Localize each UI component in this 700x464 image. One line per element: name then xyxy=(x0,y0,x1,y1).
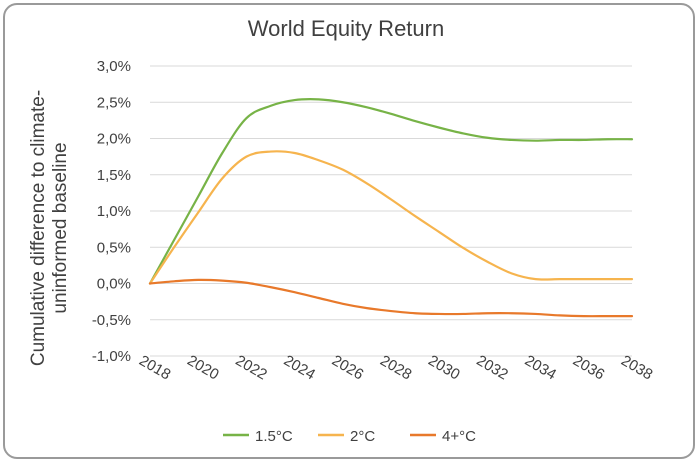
series-line xyxy=(148,278,634,318)
y-axis-label-line-1: Cumulative difference to climate- xyxy=(28,90,49,366)
legend-label: 2°C xyxy=(350,428,375,445)
y-tick-label: 1,0% xyxy=(97,203,131,220)
legend-label: 4+°C xyxy=(442,428,476,445)
x-tick-label: 2028 xyxy=(377,352,414,383)
y-tick-label: 2,5% xyxy=(97,94,131,111)
x-tick-label: 2032 xyxy=(473,352,510,383)
x-tick-label: 2024 xyxy=(281,352,318,383)
y-tick-label: -0,5% xyxy=(92,312,131,329)
series-line xyxy=(148,98,634,285)
x-tick-label: 2036 xyxy=(570,352,607,383)
x-tick-label: 2018 xyxy=(136,352,173,383)
y-axis-ticks: -1,0% -0,5% 0,0% 0,5% 1,0% 1,5% 2,0% 2,5% 3,0% xyxy=(92,58,131,365)
x-tick-label: 2030 xyxy=(425,352,462,383)
y-tick-label: -1,0% xyxy=(92,348,131,365)
chart-frame xyxy=(3,3,695,459)
y-tick-label: 1,5% xyxy=(97,167,131,184)
y-tick-label: 0,5% xyxy=(97,239,131,256)
series-line xyxy=(148,150,634,285)
y-axis-label-line-2: uninformed baseline xyxy=(50,142,71,313)
legend-label: 1.5°C xyxy=(255,428,293,445)
legend: 1.5°C 2°C 4+°C xyxy=(223,428,476,445)
x-axis-ticks: 2018 2020 2022 2024 2026 2028 2030 2032 2034 2036… xyxy=(136,352,655,383)
chart-title: World Equity Return xyxy=(248,16,444,41)
y-axis-label: Cumulative difference to climate- uninfo… xyxy=(28,90,71,366)
x-tick-label: 2034 xyxy=(522,352,559,383)
x-tick-label: 2038 xyxy=(618,352,655,383)
y-tick-label: 0,0% xyxy=(97,276,131,293)
gridlines xyxy=(150,65,632,357)
x-tick-label: 2020 xyxy=(184,352,221,383)
y-tick-label: 3,0% xyxy=(97,58,131,75)
y-tick-label: 2,0% xyxy=(97,131,131,148)
series-lines xyxy=(148,98,634,318)
x-tick-label: 2026 xyxy=(329,352,366,383)
x-tick-label: 2022 xyxy=(232,352,269,383)
